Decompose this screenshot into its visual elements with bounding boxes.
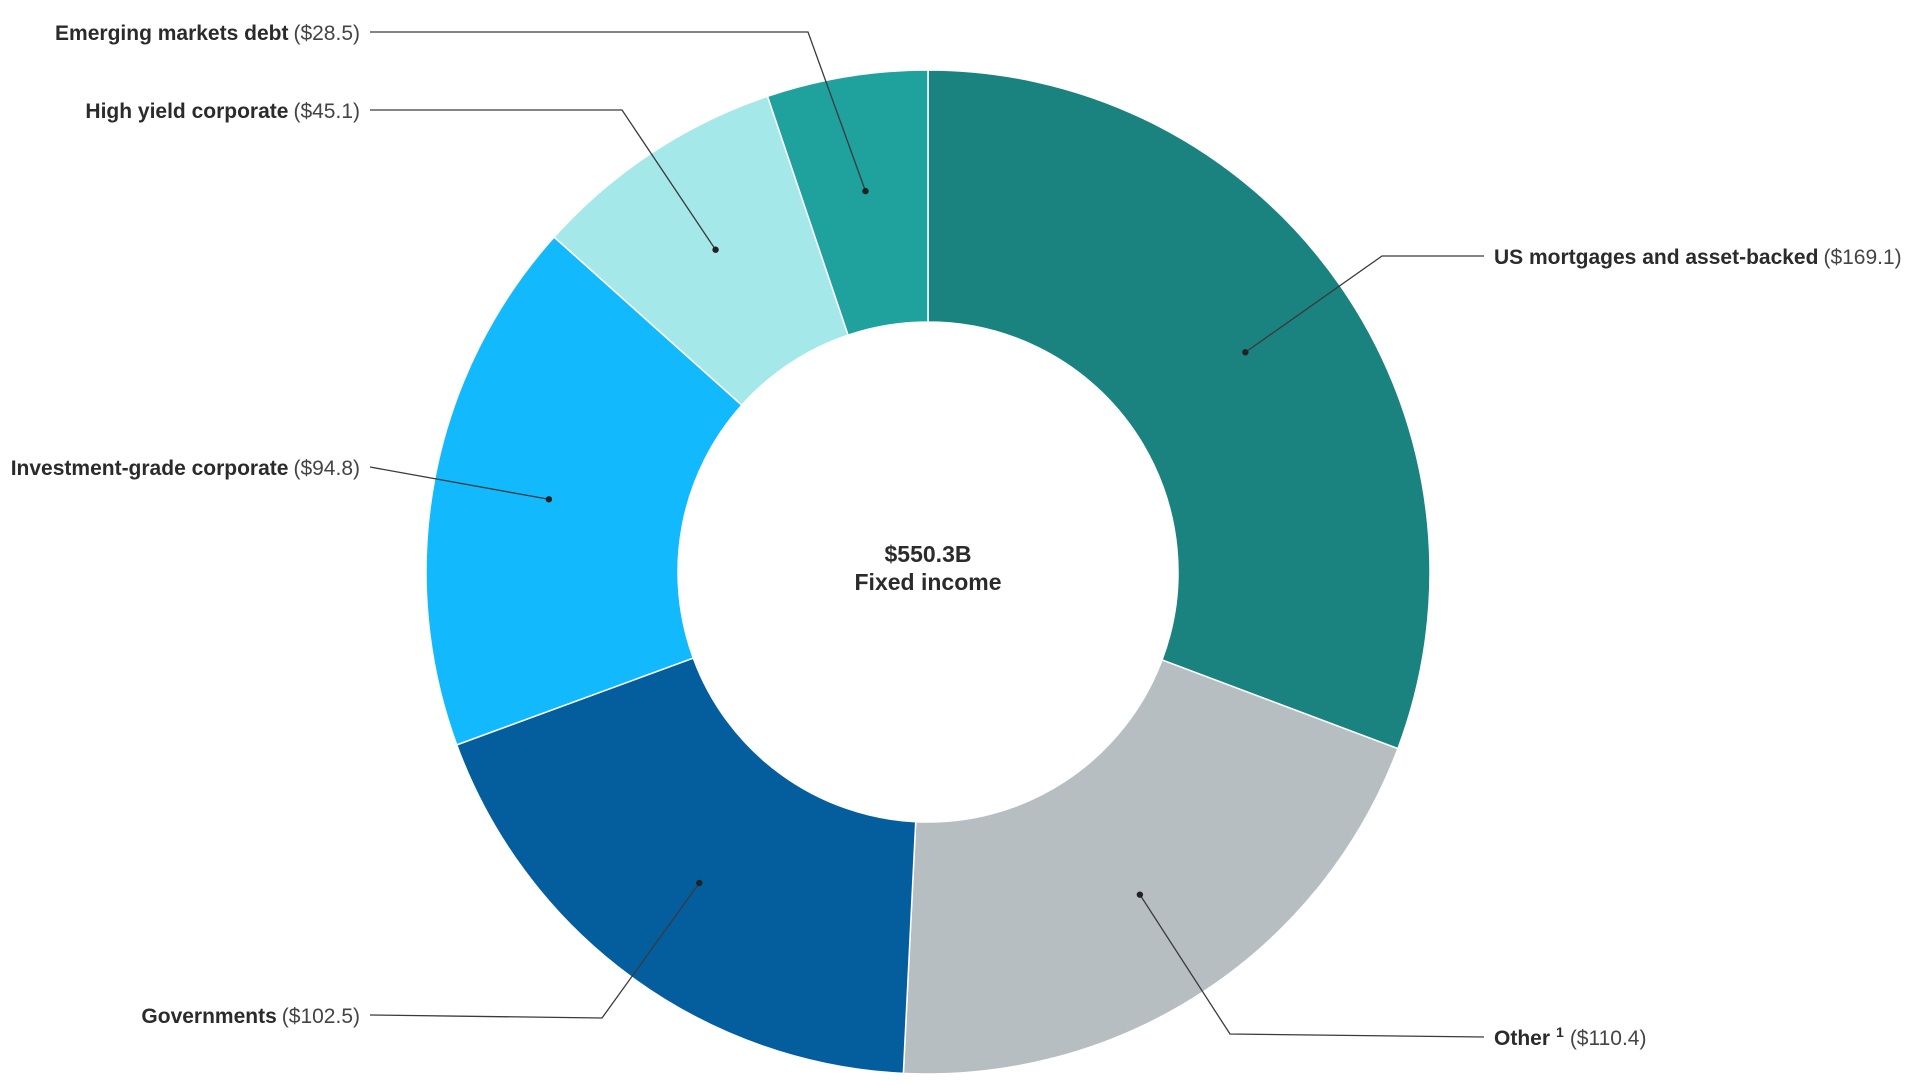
label-value: ($28.5) bbox=[293, 22, 360, 45]
label-value: ($45.1) bbox=[293, 100, 360, 123]
center-label: Fixed income bbox=[855, 569, 1002, 595]
leader-high-yield-corporate bbox=[370, 109, 717, 251]
center-text: $550.3B Fixed income bbox=[855, 541, 1002, 595]
label-us-mortgages-and-asset-backed: US mortgages and asset-backed ($169.1) bbox=[1494, 246, 1902, 269]
leader-governments bbox=[369, 882, 700, 1019]
label-emerging-markets-debt: Emerging markets debt ($28.5) bbox=[55, 22, 360, 45]
leader-dot-us-mortgages-and-asset-backed bbox=[1242, 349, 1249, 356]
slice-other bbox=[902, 659, 1399, 1075]
leader-dot-other bbox=[1136, 891, 1144, 898]
label-name: High yield corporate bbox=[85, 100, 288, 123]
label-value: ($94.8) bbox=[293, 457, 360, 480]
label-governments: Governments ($102.5) bbox=[141, 1005, 360, 1028]
label-value: ($169.1) bbox=[1823, 246, 1901, 269]
leader-dot-high-yield-corporate bbox=[712, 246, 719, 253]
label-name: Investment-grade corporate bbox=[11, 457, 289, 480]
leader-dot-investment-grade-corporate bbox=[545, 496, 553, 503]
center-value: $550.3B bbox=[885, 541, 972, 567]
label-name: Governments bbox=[141, 1005, 276, 1028]
label-value: ($102.5) bbox=[282, 1005, 360, 1028]
leader-lines bbox=[369, 31, 1485, 1038]
leader-us-mortgages-and-asset-backed bbox=[1244, 255, 1484, 353]
footnote-marker: 1 bbox=[1556, 1024, 1564, 1040]
leader-investment-grade-corporate bbox=[369, 466, 550, 500]
slice-us-mortgages-and-asset-backed bbox=[927, 69, 1431, 750]
label-name: Other bbox=[1494, 1027, 1550, 1050]
label-name: US mortgages and asset-backed bbox=[1494, 246, 1818, 269]
label-other: Other 1 ($110.4) bbox=[1494, 1024, 1646, 1050]
leader-other bbox=[1139, 894, 1485, 1038]
label-investment-grade-corporate: Investment-grade corporate ($94.8) bbox=[11, 457, 360, 480]
leader-dot-emerging-markets-debt bbox=[862, 187, 869, 195]
donut-slices bbox=[425, 69, 1431, 1075]
slice-investment-grade-corporate bbox=[425, 235, 743, 746]
leader-emerging-markets-debt bbox=[370, 31, 867, 192]
leader-dot-governments bbox=[696, 879, 703, 887]
slice-emerging-markets-debt bbox=[766, 69, 929, 337]
label-value: ($110.4) bbox=[1570, 1027, 1647, 1050]
slice-governments bbox=[455, 657, 917, 1075]
slice-labels: US mortgages and asset-backed ($169.1) Oth… bbox=[11, 22, 1902, 1050]
label-name: Emerging markets debt bbox=[55, 22, 288, 45]
label-high-yield-corporate: High yield corporate ($45.1) bbox=[85, 100, 360, 123]
